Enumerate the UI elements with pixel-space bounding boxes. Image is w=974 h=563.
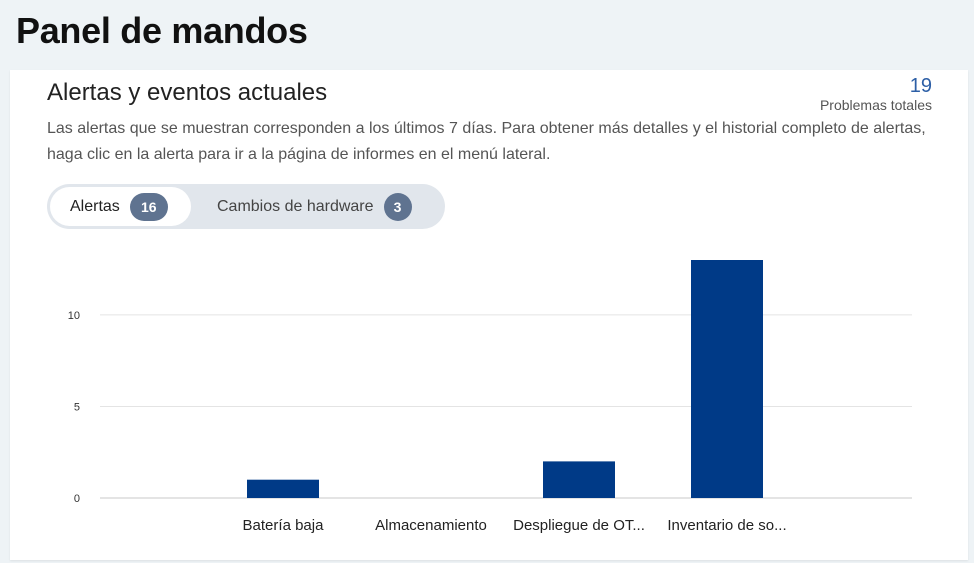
- tab-alerts-label: Alertas: [70, 197, 120, 215]
- total-problems-count[interactable]: 19: [909, 75, 932, 97]
- alerts-card: Alertas y eventos actuales 19 Problemas …: [10, 70, 968, 560]
- page-title: Panel de mandos: [16, 10, 308, 51]
- alerts-tab-switch: Alertas 16 Cambios de hardware 3: [47, 184, 445, 229]
- card-title: Alertas y eventos actuales: [47, 79, 328, 106]
- tab-hardware-changes-label: Cambios de hardware: [217, 197, 374, 215]
- tab-hardware-changes[interactable]: Cambios de hardware 3: [206, 187, 440, 226]
- total-problems-label: Problemas totales: [819, 97, 932, 113]
- tab-alerts-count-badge: 16: [129, 192, 168, 221]
- card-description: Las alertas que se muestran corresponden…: [47, 120, 926, 163]
- tab-alerts[interactable]: Alertas 16: [50, 187, 191, 226]
- tab-hardware-changes-count-badge: 3: [383, 192, 412, 221]
